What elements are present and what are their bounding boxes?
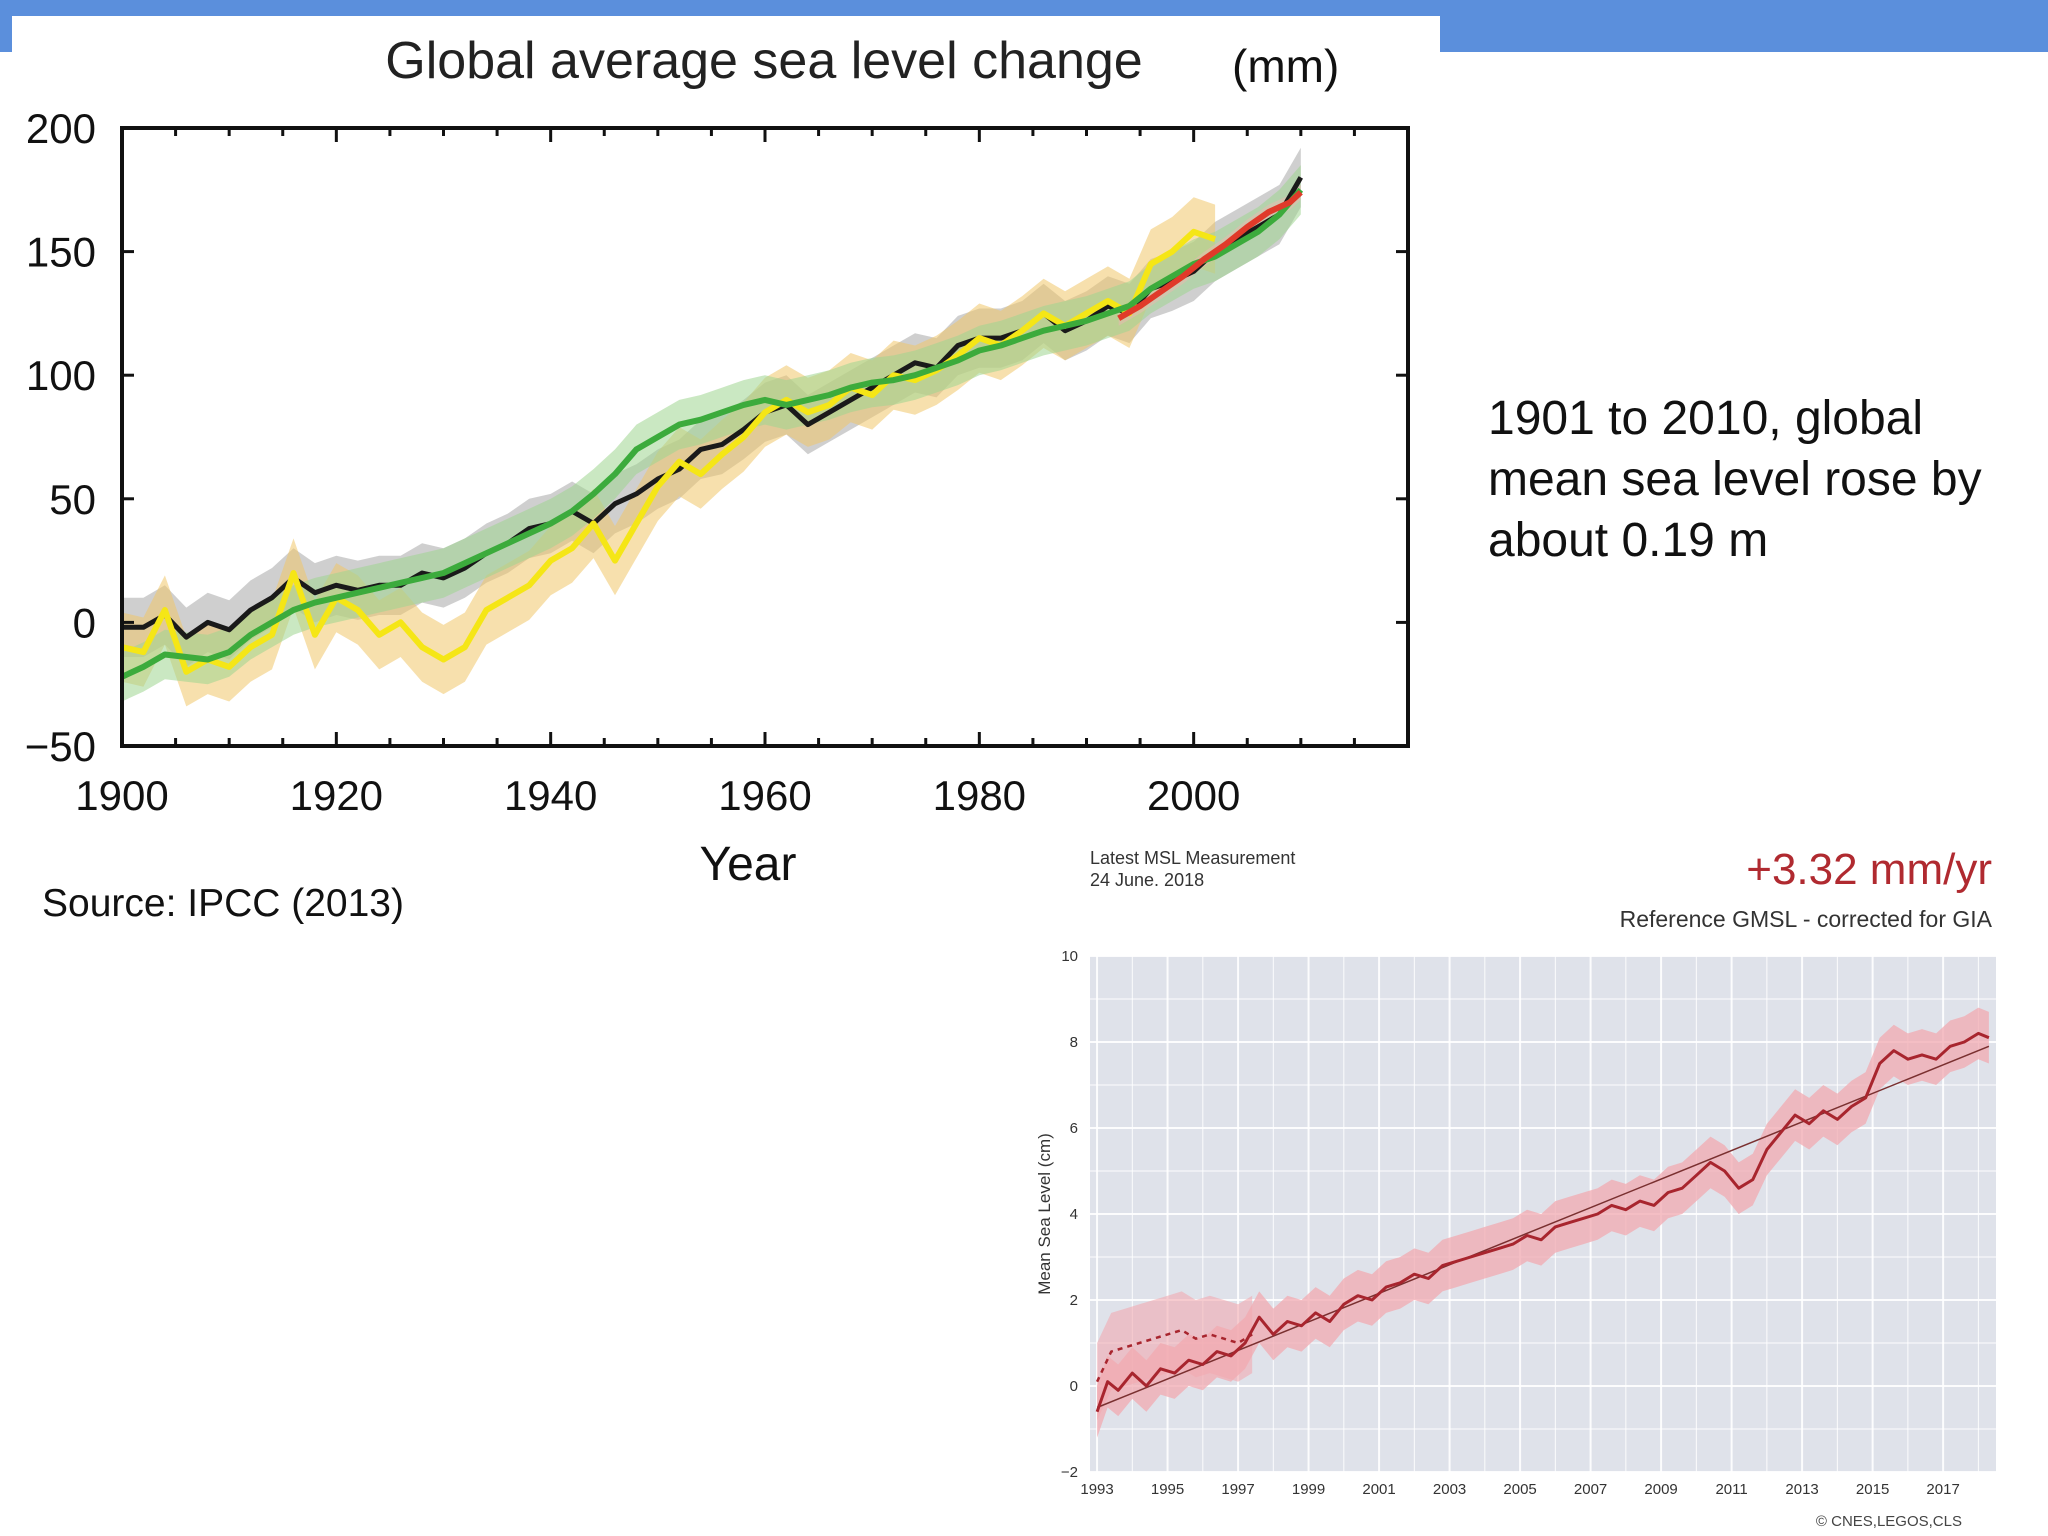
chart1-series-3-band (122, 165, 1301, 702)
chart1-y-tick-label: 50 (49, 476, 96, 523)
chart1-series-4-line (1117, 190, 1303, 321)
chart1-tick-labels: 1900 1920 1940 1960 1980 2000 −50 0 50 100 150 200 (25, 105, 1241, 819)
chart1-ticks (120, 126, 1410, 748)
chart2-x-tick-label: 2005 (1503, 1481, 1536, 1498)
chart2-series-band (1097, 1007, 1989, 1438)
chart2-trend-line (1096, 1045, 1990, 1409)
chart1-series-group (120, 147, 1304, 707)
chart2-y-tick-label: 4 (1070, 1206, 1078, 1223)
header-bar-white-tab (12, 16, 1440, 56)
chart2-y-tick-label: −2 (1061, 1464, 1078, 1481)
chart1-y-tick-label: 0 (73, 599, 96, 646)
chart1-series-1-band (122, 147, 1301, 667)
chart1-y-tick-label: 200 (26, 105, 96, 152)
chart2-x-tick-label: 1995 (1151, 1481, 1184, 1498)
chart1-x-tick-label: 1940 (504, 772, 597, 819)
chart2-x-tick-label: 2015 (1856, 1481, 1889, 1498)
chart2-x-tick-label: 2013 (1785, 1481, 1818, 1498)
chart2-y-axis-label: Mean Sea Level (cm) (1035, 1133, 1054, 1295)
chart2-tick-labels: 1993 1995 1997 1999 2001 2003 2005 2007 2009 2011… (1061, 948, 1960, 1498)
chart2-x-tick-label: 1993 (1080, 1481, 1113, 1498)
chart2-x-tick-label: 1999 (1292, 1481, 1325, 1498)
chart2-x-tick-label: 2011 (1715, 1481, 1747, 1498)
chart2-header-left-1: Latest MSL Measurement (1090, 848, 1295, 868)
chart2-x-tick-label: 2017 (1926, 1481, 1959, 1498)
chart2-rate: +3.32 mm/yr (1746, 845, 1992, 894)
chart1-series-3-line (120, 187, 1304, 680)
chart2-x-tick-label: 2009 (1644, 1481, 1677, 1498)
chart1-title: Global average sea level change (385, 32, 1142, 90)
chart2-credit: © CNES,LEGOS,CLS (1816, 1513, 1962, 1530)
chart1-x-tick-label: 1920 (290, 772, 383, 819)
chart1-x-tick-label: 1900 (75, 772, 168, 819)
side-note-text: 1901 to 2010, global mean sea level rose… (1488, 392, 1982, 567)
chart2-x-tick-label: 1997 (1221, 1481, 1254, 1498)
chart2-y-tick-label: 6 (1070, 1120, 1078, 1137)
chart2-x-tick-label: 2003 (1433, 1481, 1466, 1498)
chart1-y-tick-label: 150 (26, 229, 96, 276)
chart1-unit: (mm) (1232, 40, 1339, 92)
chart2-y-tick-label: 10 (1061, 948, 1078, 965)
source-citation: Source: IPCC (2013) (42, 882, 404, 925)
chart1-y-tick-label: −50 (25, 723, 96, 770)
chart2-header-left-2: 24 June. 2018 (1090, 870, 1204, 890)
chart2-y-tick-label: 2 (1070, 1292, 1078, 1309)
chart2-y-tick-label: 8 (1070, 1034, 1078, 1051)
chart2-x-tick-label: 2007 (1574, 1481, 1607, 1498)
chart2-subtitle: Reference GMSL - corrected for GIA (1620, 906, 1993, 932)
chart1-y-tick-label: 100 (26, 352, 96, 399)
chart1-series-1-line (122, 176, 1303, 640)
chart1-x-tick-label: 2000 (1147, 772, 1240, 819)
chart2-y-tick-label: 0 (1070, 1378, 1078, 1395)
chart1-x-tick-label: 1960 (718, 772, 811, 819)
chart1-x-axis-label: Year (700, 838, 797, 891)
chart2-x-tick-label: 2001 (1362, 1481, 1395, 1498)
chart2-series-line (1095, 1031, 1990, 1413)
chart1-x-tick-label: 1980 (933, 772, 1026, 819)
